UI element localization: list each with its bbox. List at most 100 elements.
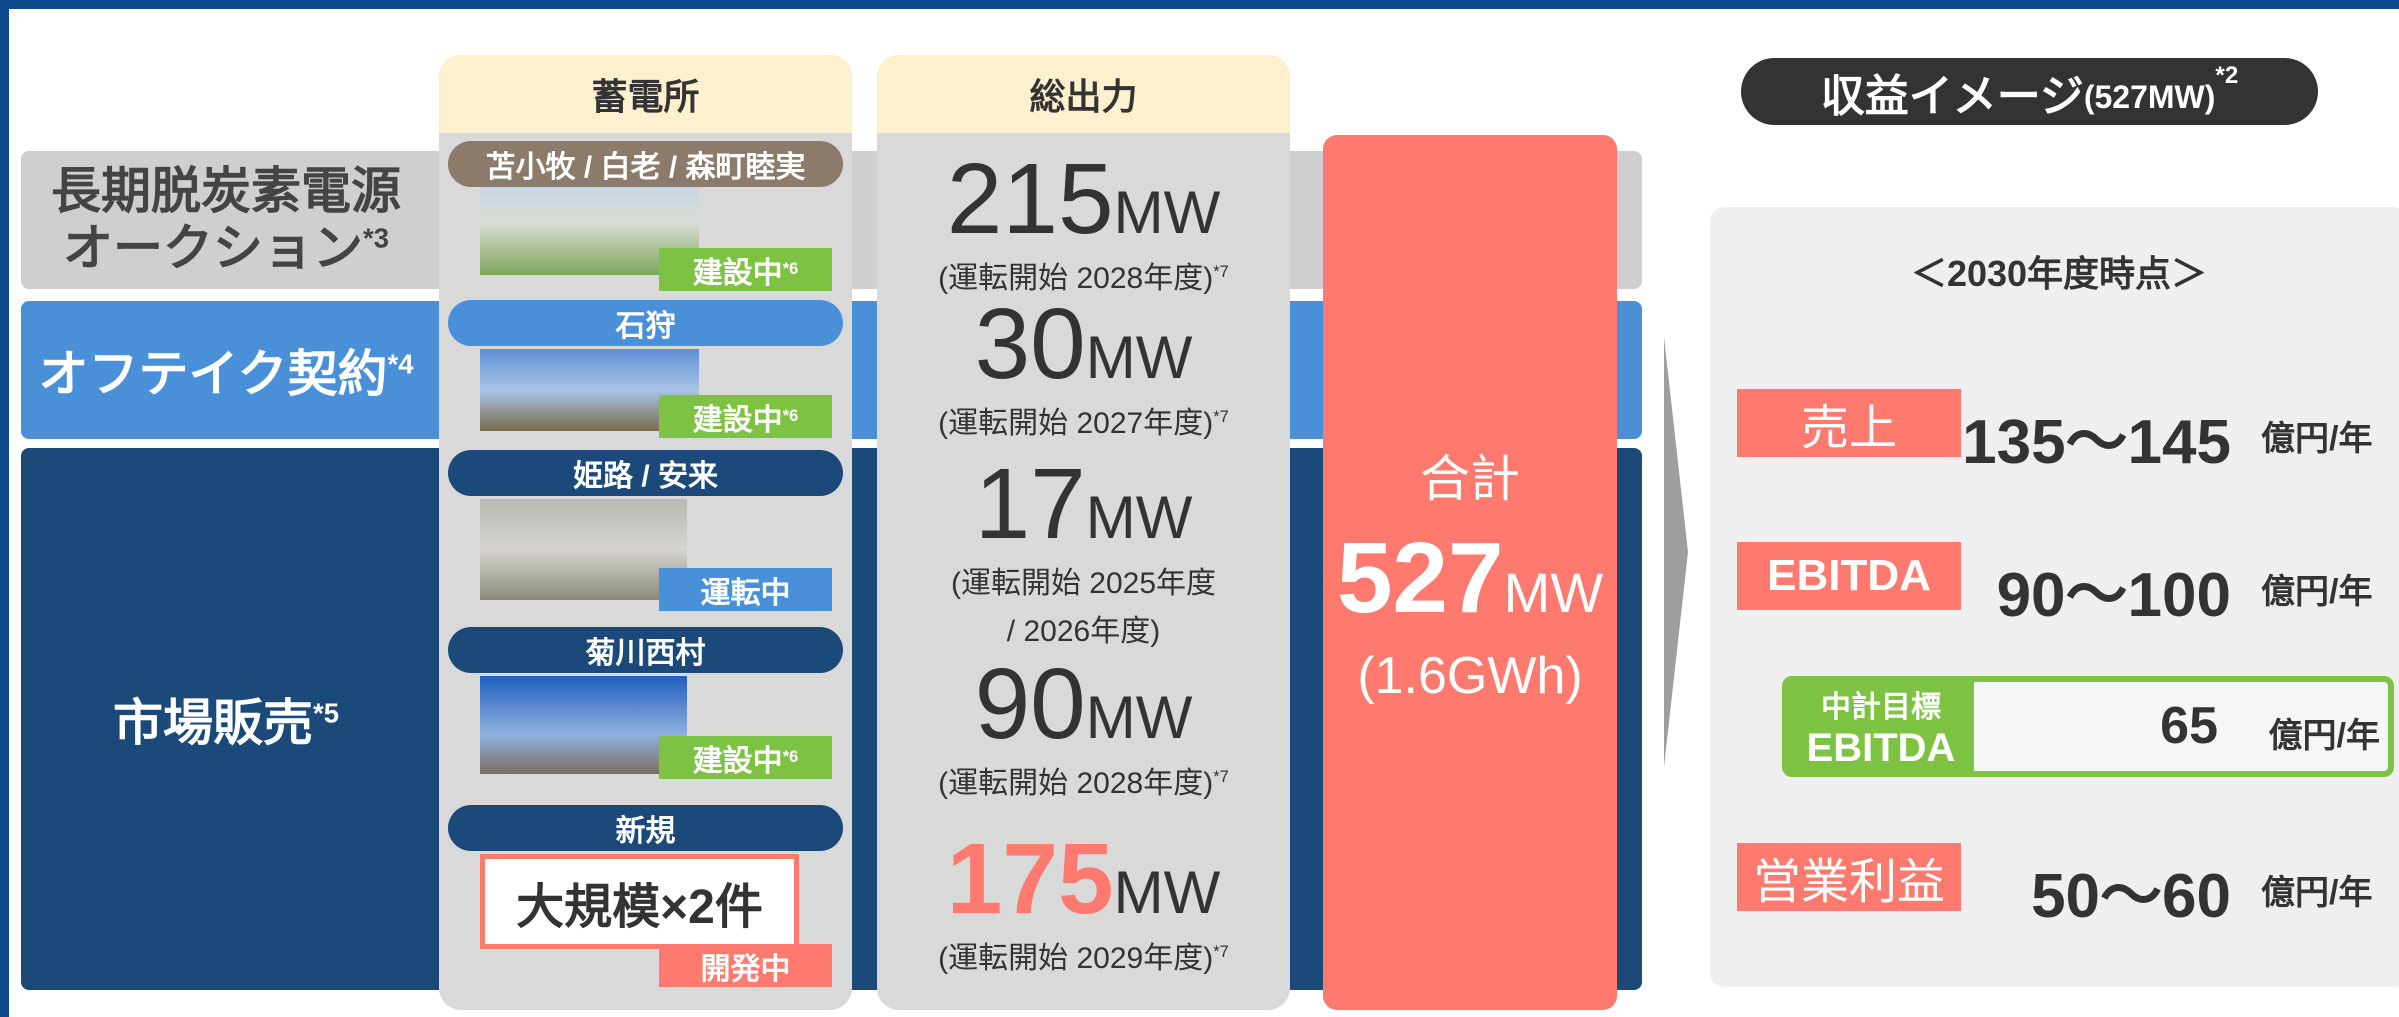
note: *7 <box>1213 263 1229 281</box>
unit: MW <box>1503 561 1604 624</box>
band-label: オフテイク契約*4 <box>21 301 431 439</box>
row-label: 売上 <box>1737 389 1961 457</box>
column-header: 総出力 <box>877 55 1290 133</box>
row-label: 営業利益 <box>1737 843 1961 911</box>
text: (527MW) <box>2083 79 2216 115</box>
period: ＜2030年度時点＞ <box>1910 253 2208 294</box>
text: 建設中 <box>692 403 783 437</box>
site-name: 姫路 / 安来 <box>448 450 843 496</box>
text: 市場販売 <box>113 695 313 751</box>
output: 175MW (運転開始 2029年度)*7 <box>877 829 1290 977</box>
note: *7 <box>1213 408 1229 426</box>
text: (運転開始 2027年度) <box>938 407 1214 440</box>
text: 527 <box>1336 522 1504 634</box>
output-value: 215MW <box>947 149 1220 249</box>
note: *5 <box>313 697 339 729</box>
unit: MW <box>1113 179 1221 246</box>
text: 収益イメージ <box>1820 71 2084 121</box>
text: 長期脱炭素電源 <box>51 162 401 219</box>
total-sub: (1.6GWh) <box>1357 647 1583 705</box>
text: 中計目標 <box>1821 691 1941 724</box>
text: (運転開始 2025年度 <box>950 567 1217 600</box>
unit: MW <box>1085 484 1193 551</box>
text: EBITDA <box>1806 726 1956 770</box>
status-badge: 建設中 *6 <box>659 248 832 291</box>
site-name: 新規 <box>448 805 843 851</box>
target-label: 中計目標 EBITDA <box>1788 682 1974 771</box>
text: 運転中 <box>700 576 791 610</box>
output: 30MW (運転開始 2027年度)*7 <box>877 294 1290 442</box>
row-unit: 億円/年 <box>2261 573 2373 611</box>
site-box: 大規模×2件 <box>480 854 799 949</box>
text: 建設中 <box>692 744 783 778</box>
text: オークション <box>63 220 363 276</box>
output-note: (運転開始 2028年度)*7 <box>938 758 1229 802</box>
output-value: 175MW <box>947 829 1220 929</box>
column-header: 蓄電所 <box>439 55 852 133</box>
output-note: (運転開始 2027年度)*7 <box>938 398 1229 442</box>
text: オフテイク契約 <box>38 346 388 402</box>
output: 17MW (運転開始 2025年度 / 2026年度) <box>877 454 1290 650</box>
row-label: EBITDA <box>1737 542 1961 610</box>
text: オークション*3 <box>63 220 389 278</box>
number: 30 <box>974 288 1086 400</box>
revenue-title: 収益イメージ (527MW) *2 <box>1741 58 2318 125</box>
output-value: 90MW <box>975 654 1193 754</box>
output-note: (運転開始 2025年度 <box>951 558 1216 602</box>
text: オフテイク契約*4 <box>39 334 414 406</box>
band-label: 長期脱炭素電源 オークション*3 <box>21 151 431 289</box>
output-value: 30MW <box>975 294 1193 394</box>
chevron <box>1664 337 1688 767</box>
output-note: / 2026年度) <box>1007 606 1160 650</box>
status-badge: 建設中 *6 <box>659 395 832 438</box>
number: 175 <box>946 823 1114 935</box>
text: / 2026年度) <box>1006 615 1161 648</box>
text: 建設中 <box>692 256 783 290</box>
text: 市場販売*5 <box>113 683 339 755</box>
number: 90 <box>974 648 1086 760</box>
site-name: 石狩 <box>448 300 843 346</box>
number: 215 <box>946 143 1114 255</box>
note: *4 <box>387 348 414 380</box>
row-unit: 億円/年 <box>2261 420 2373 458</box>
note: *6 <box>782 407 799 425</box>
note: *2 <box>2215 62 2239 89</box>
row-value: 135～145 <box>1962 408 2231 477</box>
note: *6 <box>782 748 799 766</box>
output-note: (運転開始 2028年度)*7 <box>938 253 1229 297</box>
target-box: 中計目標 EBITDA 65 億円/年 <box>1782 676 2394 777</box>
text: (運転開始 2028年度) <box>938 262 1214 295</box>
row-value: 90～100 <box>1996 561 2231 630</box>
note: *7 <box>1213 768 1229 786</box>
output: 215MW (運転開始 2028年度)*7 <box>877 149 1290 297</box>
total-box: 合計 527MW (1.6GWh) <box>1323 135 1617 1010</box>
status-badge: 建設中 *6 <box>659 736 832 779</box>
text: (運転開始 2028年度) <box>938 767 1214 800</box>
note: *7 <box>1213 943 1229 961</box>
text: 開発中 <box>700 952 791 986</box>
output-note: (運転開始 2029年度)*7 <box>938 933 1229 977</box>
note: *3 <box>363 222 389 254</box>
unit: MW <box>1113 859 1221 926</box>
site-photo <box>480 499 687 600</box>
total-value: 527MW <box>1337 521 1603 636</box>
text: (運転開始 2029年度) <box>938 942 1214 975</box>
band-label: 市場販売*5 <box>21 448 431 990</box>
arrow <box>1664 337 1688 767</box>
row-unit: 億円/年 <box>2261 874 2373 912</box>
column: 総出力 <box>877 55 1290 1010</box>
unit: MW <box>1085 324 1193 391</box>
target-value: 65 <box>2160 697 2218 755</box>
status-badge: 運転中 <box>659 568 832 611</box>
site-photo <box>480 676 687 774</box>
status-badge: 開発中 <box>659 944 832 987</box>
site-name: 苫小牧 / 白老 / 森町睦実 <box>448 141 843 187</box>
number: 17 <box>974 448 1086 560</box>
total-label: 合計 <box>1420 451 1520 507</box>
note: *6 <box>782 260 799 278</box>
output: 90MW (運転開始 2028年度)*7 <box>877 654 1290 802</box>
unit: MW <box>1085 684 1193 751</box>
site-name: 菊川西村 <box>448 627 843 673</box>
output-value: 17MW <box>975 454 1193 554</box>
